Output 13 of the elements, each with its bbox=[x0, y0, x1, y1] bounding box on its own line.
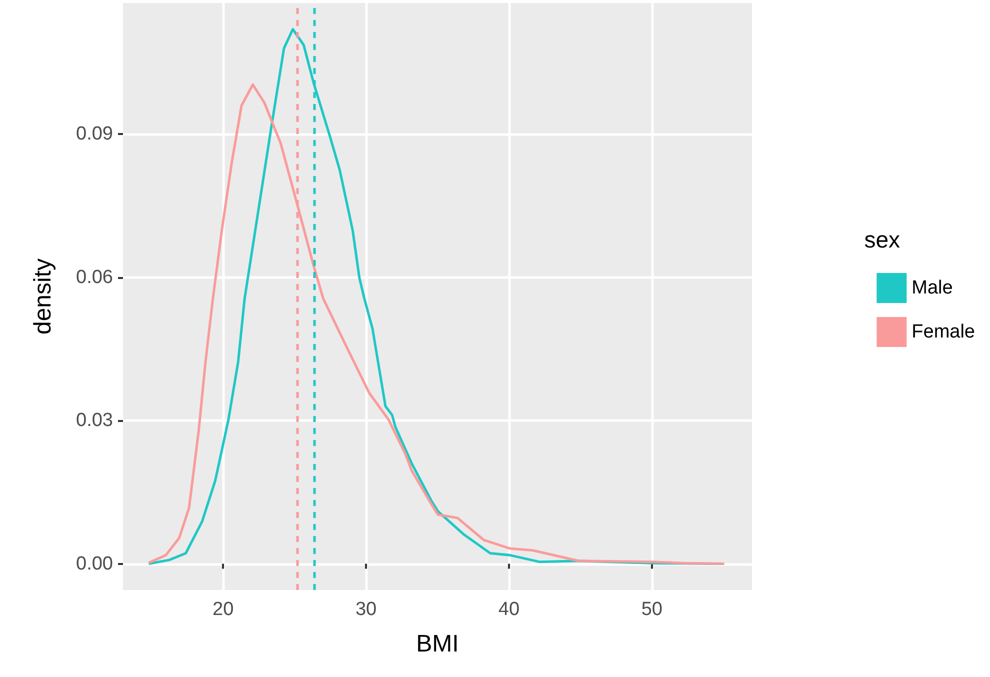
x-axis-title: BMI bbox=[416, 630, 459, 658]
legend-title: sex bbox=[864, 226, 900, 252]
legend-label: Male bbox=[912, 278, 953, 298]
x-tick-label: 30 bbox=[355, 599, 377, 620]
y-tick-label: 0.03 bbox=[76, 410, 113, 432]
y-axis-title: density bbox=[30, 258, 56, 335]
legend-label: Female bbox=[912, 322, 976, 342]
x-tick-label: 20 bbox=[212, 599, 234, 620]
y-tick-label: 0.09 bbox=[76, 124, 113, 145]
y-tick-label: 0.06 bbox=[76, 266, 113, 288]
x-tick-label: 50 bbox=[641, 599, 662, 620]
y-tick-label: 0.00 bbox=[76, 553, 113, 574]
x-tick-label: 40 bbox=[498, 599, 520, 620]
